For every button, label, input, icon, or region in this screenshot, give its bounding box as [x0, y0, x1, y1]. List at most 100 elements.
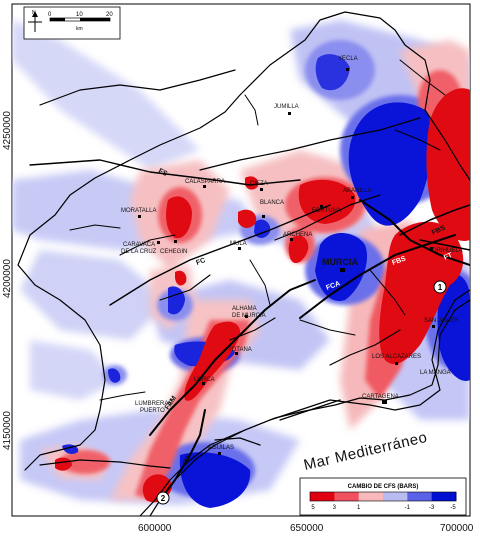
x-tick-700000: 700000 [440, 523, 474, 534]
town-markers [138, 68, 435, 455]
epicenter-2-label: 2 [161, 494, 166, 503]
fault-regional-15 [244, 94, 259, 126]
fault-regional-9 [159, 274, 211, 301]
fault-regional-11 [69, 224, 121, 231]
y-tick-4250000: 4250000 [2, 111, 13, 150]
fault-regional-1 [39, 69, 236, 106]
fault-regional-4 [329, 329, 401, 366]
fault-regional-18 [394, 129, 441, 151]
legend-swatch [383, 492, 408, 501]
town-murcia: MURCIA [322, 257, 358, 267]
town-cieza: CIEZA [250, 181, 268, 187]
north-label: N [32, 10, 36, 16]
fault-regional-12 [299, 319, 356, 336]
legend-swatch [334, 492, 360, 501]
y-tick-4200000: 4200000 [2, 259, 13, 298]
town-moratalla: MORATALLA [121, 208, 156, 214]
fault-regional-14 [399, 59, 446, 96]
stress-field [12, 20, 470, 508]
fault-regional-10 [229, 317, 276, 341]
epicenter-1: 1 [433, 280, 447, 294]
town-cartagena: CARTAGENA [362, 394, 399, 400]
legend-swatch [310, 492, 335, 501]
legend-tick: -5 [450, 505, 456, 511]
town-alhama: ALHAMA [232, 306, 257, 312]
fault-regional-6 [39, 459, 171, 469]
fault-fbs [359, 199, 470, 266]
strong-blue-zones [62, 54, 470, 508]
fault-label-fbs: FBS [391, 255, 407, 266]
town-lorca: LORCA [194, 377, 215, 383]
town-aguilas: AGUILAS [208, 445, 234, 451]
scale-tick-10: 10 [76, 12, 83, 18]
town-los-alcazares: LOS ALCAZARES [372, 354, 421, 360]
town-cehegin: CEHEGIN [160, 249, 187, 255]
town-mula: MULA [230, 241, 247, 247]
scale-tick-0: 0 [48, 12, 52, 18]
town-de-la-cruz: DE LA CRUZ [121, 249, 157, 255]
scale-tick-20: 20 [106, 12, 113, 18]
fault-label-fp: FP [182, 454, 192, 465]
fault-fs [29, 159, 301, 186]
fault-regional-8 [119, 234, 176, 256]
legend: CAMBIO DE CFS (BARS) 5 3 1 -1 -3 -5 [299, 477, 467, 516]
town-labels: YECLA JUMILLA CALASPARRA CIEZA ABANILLA … [121, 56, 463, 451]
fault-regional-5 [279, 399, 341, 421]
fault-regional-13 [249, 259, 271, 306]
legend-tick: 5 [311, 505, 315, 511]
town-orihuela: ORIHUELA [432, 248, 463, 254]
town-yecla: YECLA [338, 56, 358, 62]
fault-ft [419, 239, 470, 251]
fault-fb [399, 204, 470, 236]
scale-bar: N 0 10 20 km [23, 6, 121, 40]
legend-tick-labels: 5 3 1 -1 -3 -5 [311, 505, 456, 511]
north-arrow-icon [28, 11, 42, 32]
fault-fp [159, 409, 206, 501]
x-tick-650000: 650000 [290, 523, 324, 534]
legend-tick: -1 [405, 505, 411, 511]
legend-swatch [431, 492, 457, 501]
fault-label-fca: FCA [325, 280, 341, 291]
town-caravaca: CARAVACA [123, 242, 155, 248]
town-jumilla: JUMILLA [274, 104, 299, 110]
town-de-murcia: DE MURCIA [232, 313, 266, 319]
town-archena: ARCHENA [283, 232, 312, 238]
town-san-javier: SAN JAVIER [424, 318, 459, 324]
fault-fc [109, 204, 331, 306]
fault-regional-2 [199, 117, 421, 171]
town-abanilla: ABANILLA [343, 188, 372, 194]
scale-unit: km [76, 26, 83, 32]
town-puerto: PUERTO [140, 408, 165, 414]
y-tick-4150000: 4150000 [2, 411, 13, 450]
legend-title: CAMBIO DE CFS (BARS) [348, 484, 419, 490]
legend-color-scale [309, 491, 457, 502]
town-calasparra: CALASPARRA [185, 179, 225, 185]
fault-fam [149, 279, 316, 436]
fault-label-fs: FS [157, 168, 168, 179]
map-lines [17, 11, 470, 516]
x-tick-600000: 600000 [138, 523, 172, 534]
fault-regional-17 [99, 391, 146, 401]
y-axis-ticks: 4250000 4200000 4150000 [2, 111, 13, 450]
fault-label-ft: FT [443, 252, 454, 262]
coastline [149, 299, 470, 516]
town-totana: TOTANA [228, 347, 252, 353]
town-lumbreras: LUMBRERAS [135, 401, 172, 407]
epicenter-1-label: 1 [438, 283, 443, 292]
town-la-manga: LA MANGA [420, 370, 451, 376]
legend-swatch [407, 492, 433, 501]
legend-tick: 1 [357, 505, 361, 511]
fault-regional-3 [274, 194, 381, 241]
legend-tick: 3 [333, 505, 337, 511]
fault-label-fc: FC [195, 257, 206, 267]
fault-regional-7 [214, 437, 261, 446]
town-fortuna: FORTUNA [312, 208, 341, 214]
epicenter-2: 2 [156, 491, 170, 505]
fault-fca [299, 234, 456, 319]
legend-tick: -3 [429, 505, 435, 511]
x-axis-ticks: 600000 650000 700000 [138, 523, 474, 534]
town-blanca: BLANCA [260, 200, 284, 206]
fault-regional-16 [369, 269, 406, 316]
